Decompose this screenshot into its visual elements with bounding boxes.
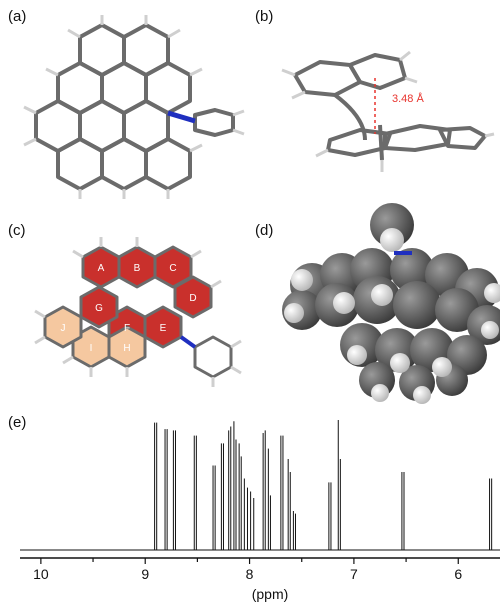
ring-labelled-structure: A B C D E F G H I J [34, 237, 242, 387]
ring-label-e: E [160, 323, 167, 334]
distance-label: 3.48 Å [392, 92, 424, 105]
panel-d-label: (d) [255, 222, 274, 239]
ring-label-i: I [90, 343, 93, 354]
molecule-side-view: 3.48 Å [281, 50, 495, 172]
panel-c-label: (c) [8, 222, 26, 239]
panel-e-label: (e) [8, 414, 27, 431]
ring-label-f: F [124, 323, 130, 334]
ring-label-j: J [61, 323, 66, 334]
x-tick-label: 10 [33, 566, 49, 582]
panel-b-label: (b) [255, 8, 274, 25]
molecule-top-view [23, 15, 245, 199]
x-tick-label: 6 [454, 566, 462, 582]
nmr-spectrum-chart: 10 9 8 7 6 (ppm) [20, 420, 500, 602]
ring-label-b: B [134, 263, 141, 274]
ring-label-d: D [189, 293, 196, 304]
ring-label-g: G [95, 303, 103, 314]
ring-label-h: H [123, 343, 130, 354]
x-tick-label: 8 [246, 566, 254, 582]
x-tick-label: 7 [350, 566, 358, 582]
x-axis-label: (ppm) [252, 586, 289, 602]
x-tick-label: 9 [141, 566, 149, 582]
ring-label-a: A [98, 263, 105, 274]
space-filling-model [282, 203, 500, 404]
panel-a-label: (a) [8, 8, 27, 25]
ring-label-c: C [169, 263, 176, 274]
